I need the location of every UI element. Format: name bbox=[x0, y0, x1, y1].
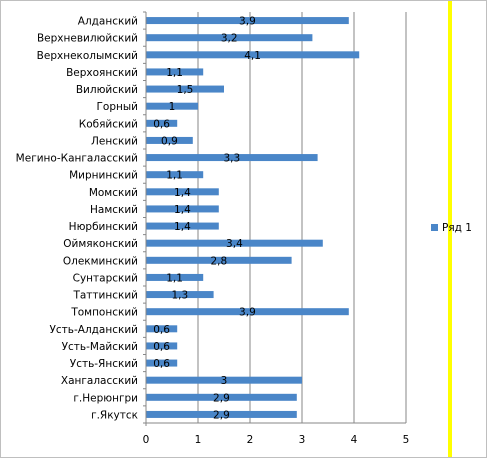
data-label: 2,9 bbox=[213, 392, 230, 404]
category-label: Мегино-Кангаласский bbox=[16, 153, 138, 165]
legend-swatch bbox=[431, 224, 438, 231]
data-label: 0,6 bbox=[153, 324, 170, 336]
gridlines bbox=[197, 12, 407, 423]
bar bbox=[146, 239, 323, 247]
data-label: 3,4 bbox=[226, 238, 243, 250]
bar bbox=[146, 119, 178, 127]
data-label: 3,9 bbox=[239, 16, 256, 28]
bar bbox=[146, 188, 219, 196]
x-tick-label: 5 bbox=[403, 434, 410, 446]
bar bbox=[146, 256, 292, 264]
data-label: 1,5 bbox=[177, 84, 194, 96]
data-label: 4,1 bbox=[244, 50, 261, 62]
data-label: 3,9 bbox=[239, 307, 256, 319]
bars: 3,93,24,11,11,510,60,93,31,11,41,41,43,4… bbox=[146, 16, 360, 421]
category-label: Верхневилюйский bbox=[37, 33, 138, 45]
category-label: Нюрбинский bbox=[69, 221, 138, 233]
bar bbox=[146, 102, 198, 110]
legend: Ряд 1 bbox=[431, 222, 472, 234]
category-label: Усть-Алданский bbox=[50, 324, 138, 336]
category-label: Ленский bbox=[91, 135, 138, 147]
bar bbox=[146, 171, 204, 179]
data-label: 3,3 bbox=[223, 153, 240, 165]
x-tick-label: 3 bbox=[299, 434, 306, 446]
category-label: Олекминский bbox=[63, 255, 138, 267]
category-label: Усть-Янский bbox=[70, 358, 138, 370]
bar bbox=[146, 359, 178, 367]
data-label: 3 bbox=[221, 375, 228, 387]
bar bbox=[146, 34, 313, 42]
data-label: 0,6 bbox=[153, 341, 170, 353]
category-label: Намский bbox=[90, 204, 138, 216]
x-tick-label: 1 bbox=[195, 434, 202, 446]
bar bbox=[146, 291, 214, 299]
category-label: Мирнинский bbox=[69, 170, 138, 182]
bar bbox=[146, 222, 219, 230]
category-label: Оймяконский bbox=[63, 238, 138, 250]
bar bbox=[146, 85, 224, 93]
axes: 0 1 2 3 4 5 Алданский Верхневилюйский Верхнеколы… bbox=[16, 11, 410, 446]
category-label: Хангаласский bbox=[61, 375, 138, 387]
category-label: Вилюйский bbox=[76, 84, 138, 96]
data-label: 0,6 bbox=[153, 358, 170, 370]
data-label: 0,9 bbox=[161, 135, 178, 147]
category-label: Алданский bbox=[78, 16, 138, 28]
data-label: 1,1 bbox=[166, 272, 183, 284]
bar bbox=[146, 154, 318, 162]
bar bbox=[146, 17, 349, 25]
data-label: 1,1 bbox=[166, 170, 183, 182]
data-label: 3,2 bbox=[221, 33, 238, 45]
category-label: Горный bbox=[97, 101, 138, 113]
data-label: 0,6 bbox=[153, 118, 170, 130]
bar bbox=[146, 325, 178, 333]
bar bbox=[146, 205, 219, 213]
data-label: 1,4 bbox=[174, 221, 191, 233]
data-label: 1,3 bbox=[171, 290, 188, 302]
data-label: 1,1 bbox=[166, 67, 183, 79]
category-label: г.Якутск bbox=[91, 409, 138, 421]
category-label: Усть-Майский bbox=[62, 341, 138, 353]
bar bbox=[146, 410, 297, 418]
category-label: Верхоянский bbox=[66, 67, 138, 79]
bar bbox=[146, 308, 349, 316]
bar bbox=[146, 136, 193, 144]
category-label: Кобяйский bbox=[79, 118, 138, 130]
bar bbox=[146, 342, 178, 350]
bar bbox=[146, 393, 297, 401]
category-label: Верхнеколымский bbox=[37, 50, 138, 62]
bar bbox=[146, 51, 360, 59]
category-label: Томпонский bbox=[70, 307, 138, 319]
x-tick-label: 0 bbox=[143, 434, 150, 446]
bar bbox=[146, 376, 302, 384]
data-label: 1,4 bbox=[174, 187, 191, 199]
category-label: Таттинский bbox=[72, 290, 138, 302]
data-label: 1 bbox=[169, 101, 176, 113]
category-label: г.Нерюнгри bbox=[73, 392, 138, 404]
bar bbox=[146, 68, 204, 76]
data-label: 2,9 bbox=[213, 409, 230, 421]
bar bbox=[146, 273, 204, 281]
category-label: Сунтарский bbox=[73, 272, 138, 284]
data-label: 1,4 bbox=[174, 204, 191, 216]
category-label: Момский bbox=[89, 187, 138, 199]
legend-label: Ряд 1 bbox=[442, 222, 472, 234]
data-label: 2,8 bbox=[210, 255, 227, 267]
x-tick-label: 4 bbox=[351, 434, 358, 446]
x-tick-label: 2 bbox=[247, 434, 254, 446]
